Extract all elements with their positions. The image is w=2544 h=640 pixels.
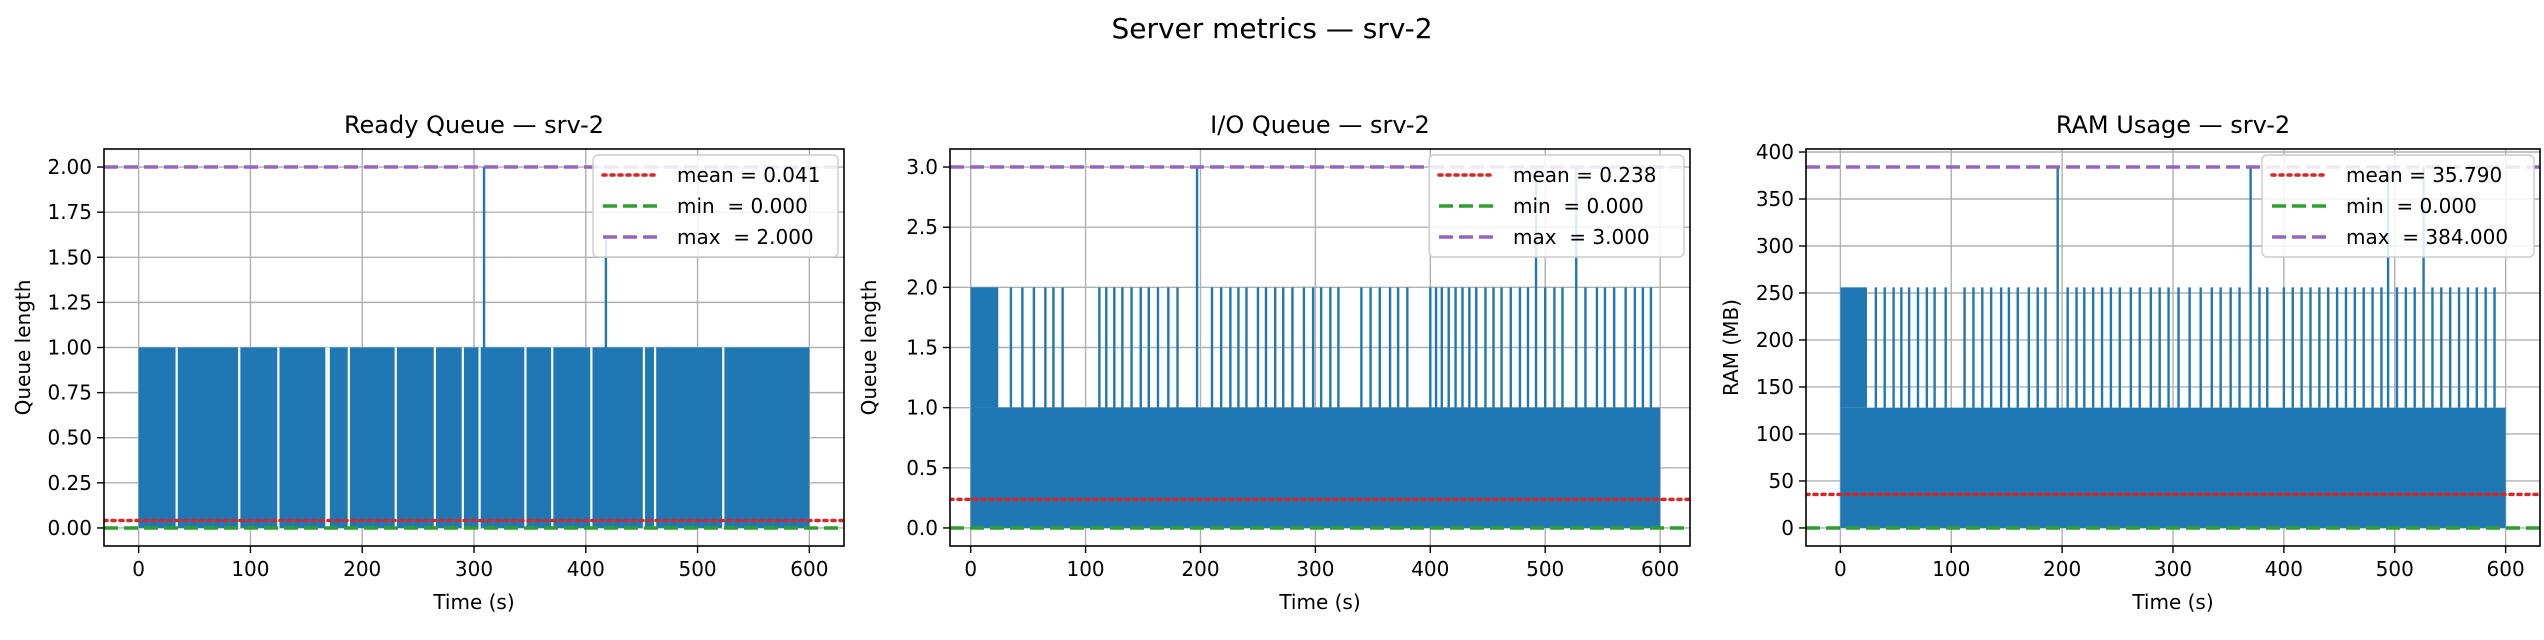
y-tick-label: 1.25 xyxy=(47,290,92,314)
x-tick-label: 100 xyxy=(1932,557,1970,581)
x-tick-label: 200 xyxy=(343,557,381,581)
chart-title: RAM Usage — srv-2 xyxy=(2056,111,2290,139)
y-tick-label: 0.5 xyxy=(906,456,938,480)
legend-label: max = 2.000 xyxy=(677,225,814,249)
x-tick-label: 0 xyxy=(132,557,145,581)
y-tick-label: 1.50 xyxy=(47,245,92,269)
chart-title: Ready Queue — srv-2 xyxy=(344,111,604,139)
y-tick-label: 150 xyxy=(1756,375,1794,399)
legend-label: min = 0.000 xyxy=(2346,194,2477,218)
x-tick-label: 400 xyxy=(2265,557,2303,581)
chart-panel-1: Ready Queue — srv-2 0 100 200 300 400 500 600 0.… xyxy=(11,111,845,614)
y-tick-label: 1.75 xyxy=(47,200,92,224)
y-tick-label: 400 xyxy=(1756,140,1794,164)
legend: mean = 35.790 min = 0.000 max = 384.000 xyxy=(2261,154,2535,258)
chart-title: I/O Queue — srv-2 xyxy=(1210,111,1430,139)
x-tick-label: 100 xyxy=(1066,557,1104,581)
y-tick-label: 0 xyxy=(1781,516,1794,540)
x-tick-label: 300 xyxy=(455,557,493,581)
x-tick-label: 600 xyxy=(790,557,828,581)
legend: mean = 0.238 min = 0.000 max = 3.000 xyxy=(1428,154,1685,258)
x-tick-label: 600 xyxy=(2487,557,2525,581)
y-tick-label: 50 xyxy=(1769,469,1794,493)
y-tick-label: 100 xyxy=(1756,422,1794,446)
x-tick-label: 0 xyxy=(1834,557,1847,581)
signal-series xyxy=(1840,167,2506,528)
legend-label: max = 3.000 xyxy=(1513,225,1650,249)
y-tick-label: 0.00 xyxy=(47,516,92,540)
y-axis-label: Queue length xyxy=(857,280,881,416)
x-tick-label: 200 xyxy=(2043,557,2081,581)
signal-series xyxy=(970,167,1661,528)
x-axis-label: Time (s) xyxy=(1278,590,1360,614)
x-tick-label: 400 xyxy=(1411,557,1449,581)
y-tick-label: 250 xyxy=(1756,281,1794,305)
signal-dense-region xyxy=(970,287,999,408)
signal-band xyxy=(1840,407,2506,528)
legend: mean = 0.041 min = 0.000 max = 2.000 xyxy=(592,154,839,258)
x-tick-label: 300 xyxy=(2154,557,2192,581)
y-tick-label: 300 xyxy=(1756,234,1794,258)
y-tick-label: 0.25 xyxy=(47,471,92,495)
y-tick-label: 0.75 xyxy=(47,381,92,405)
signal-dense-region xyxy=(1840,287,1867,408)
figure-title: Server metrics — srv-2 xyxy=(1111,12,1432,45)
x-tick-label: 500 xyxy=(678,557,716,581)
signal-band xyxy=(970,407,1661,528)
legend-box xyxy=(2261,154,2535,258)
y-axis-label: Queue length xyxy=(11,280,35,416)
legend-box xyxy=(592,154,839,258)
x-tick-label: 500 xyxy=(1526,557,1564,581)
x-tick-label: 0 xyxy=(964,557,977,581)
legend-label: mean = 0.238 xyxy=(1513,163,1656,187)
x-tick-label: 100 xyxy=(231,557,269,581)
signal-band xyxy=(138,347,810,528)
x-axis-label: Time (s) xyxy=(2131,590,2213,614)
x-axis-label: Time (s) xyxy=(432,590,514,614)
chart-panel-2: I/O Queue — srv-2 0 100 200 300 400 500 600 0.0 0… xyxy=(857,111,1691,614)
chart-panel-3: RAM Usage — srv-2 0 100 200 300 400 500 600 0 50 1… xyxy=(1719,111,2541,614)
legend-label: min = 0.000 xyxy=(1513,194,1644,218)
legend-label: max = 384.000 xyxy=(2346,225,2508,249)
x-tick-label: 600 xyxy=(1641,557,1679,581)
y-tick-label: 350 xyxy=(1756,187,1794,211)
y-tick-label: 1.00 xyxy=(47,336,92,360)
legend-label: mean = 0.041 xyxy=(677,163,820,187)
legend-box xyxy=(1428,154,1685,258)
x-tick-label: 300 xyxy=(1296,557,1334,581)
y-tick-label: 1.5 xyxy=(906,336,938,360)
x-tick-label: 200 xyxy=(1181,557,1219,581)
y-axis-label: RAM (MB) xyxy=(1719,299,1743,396)
legend-label: mean = 35.790 xyxy=(2346,163,2502,187)
y-tick-label: 200 xyxy=(1756,328,1794,352)
y-tick-label: 1.0 xyxy=(906,396,938,420)
y-tick-label: 2.00 xyxy=(47,155,92,179)
x-tick-label: 400 xyxy=(567,557,605,581)
y-tick-label: 2.5 xyxy=(906,215,938,239)
legend-label: min = 0.000 xyxy=(677,194,808,218)
y-tick-label: 0.0 xyxy=(906,516,938,540)
signal-series xyxy=(138,167,810,528)
y-tick-label: 3.0 xyxy=(906,155,938,179)
x-tick-label: 500 xyxy=(2376,557,2414,581)
y-tick-label: 2.0 xyxy=(906,275,938,299)
y-tick-label: 0.50 xyxy=(47,426,92,450)
